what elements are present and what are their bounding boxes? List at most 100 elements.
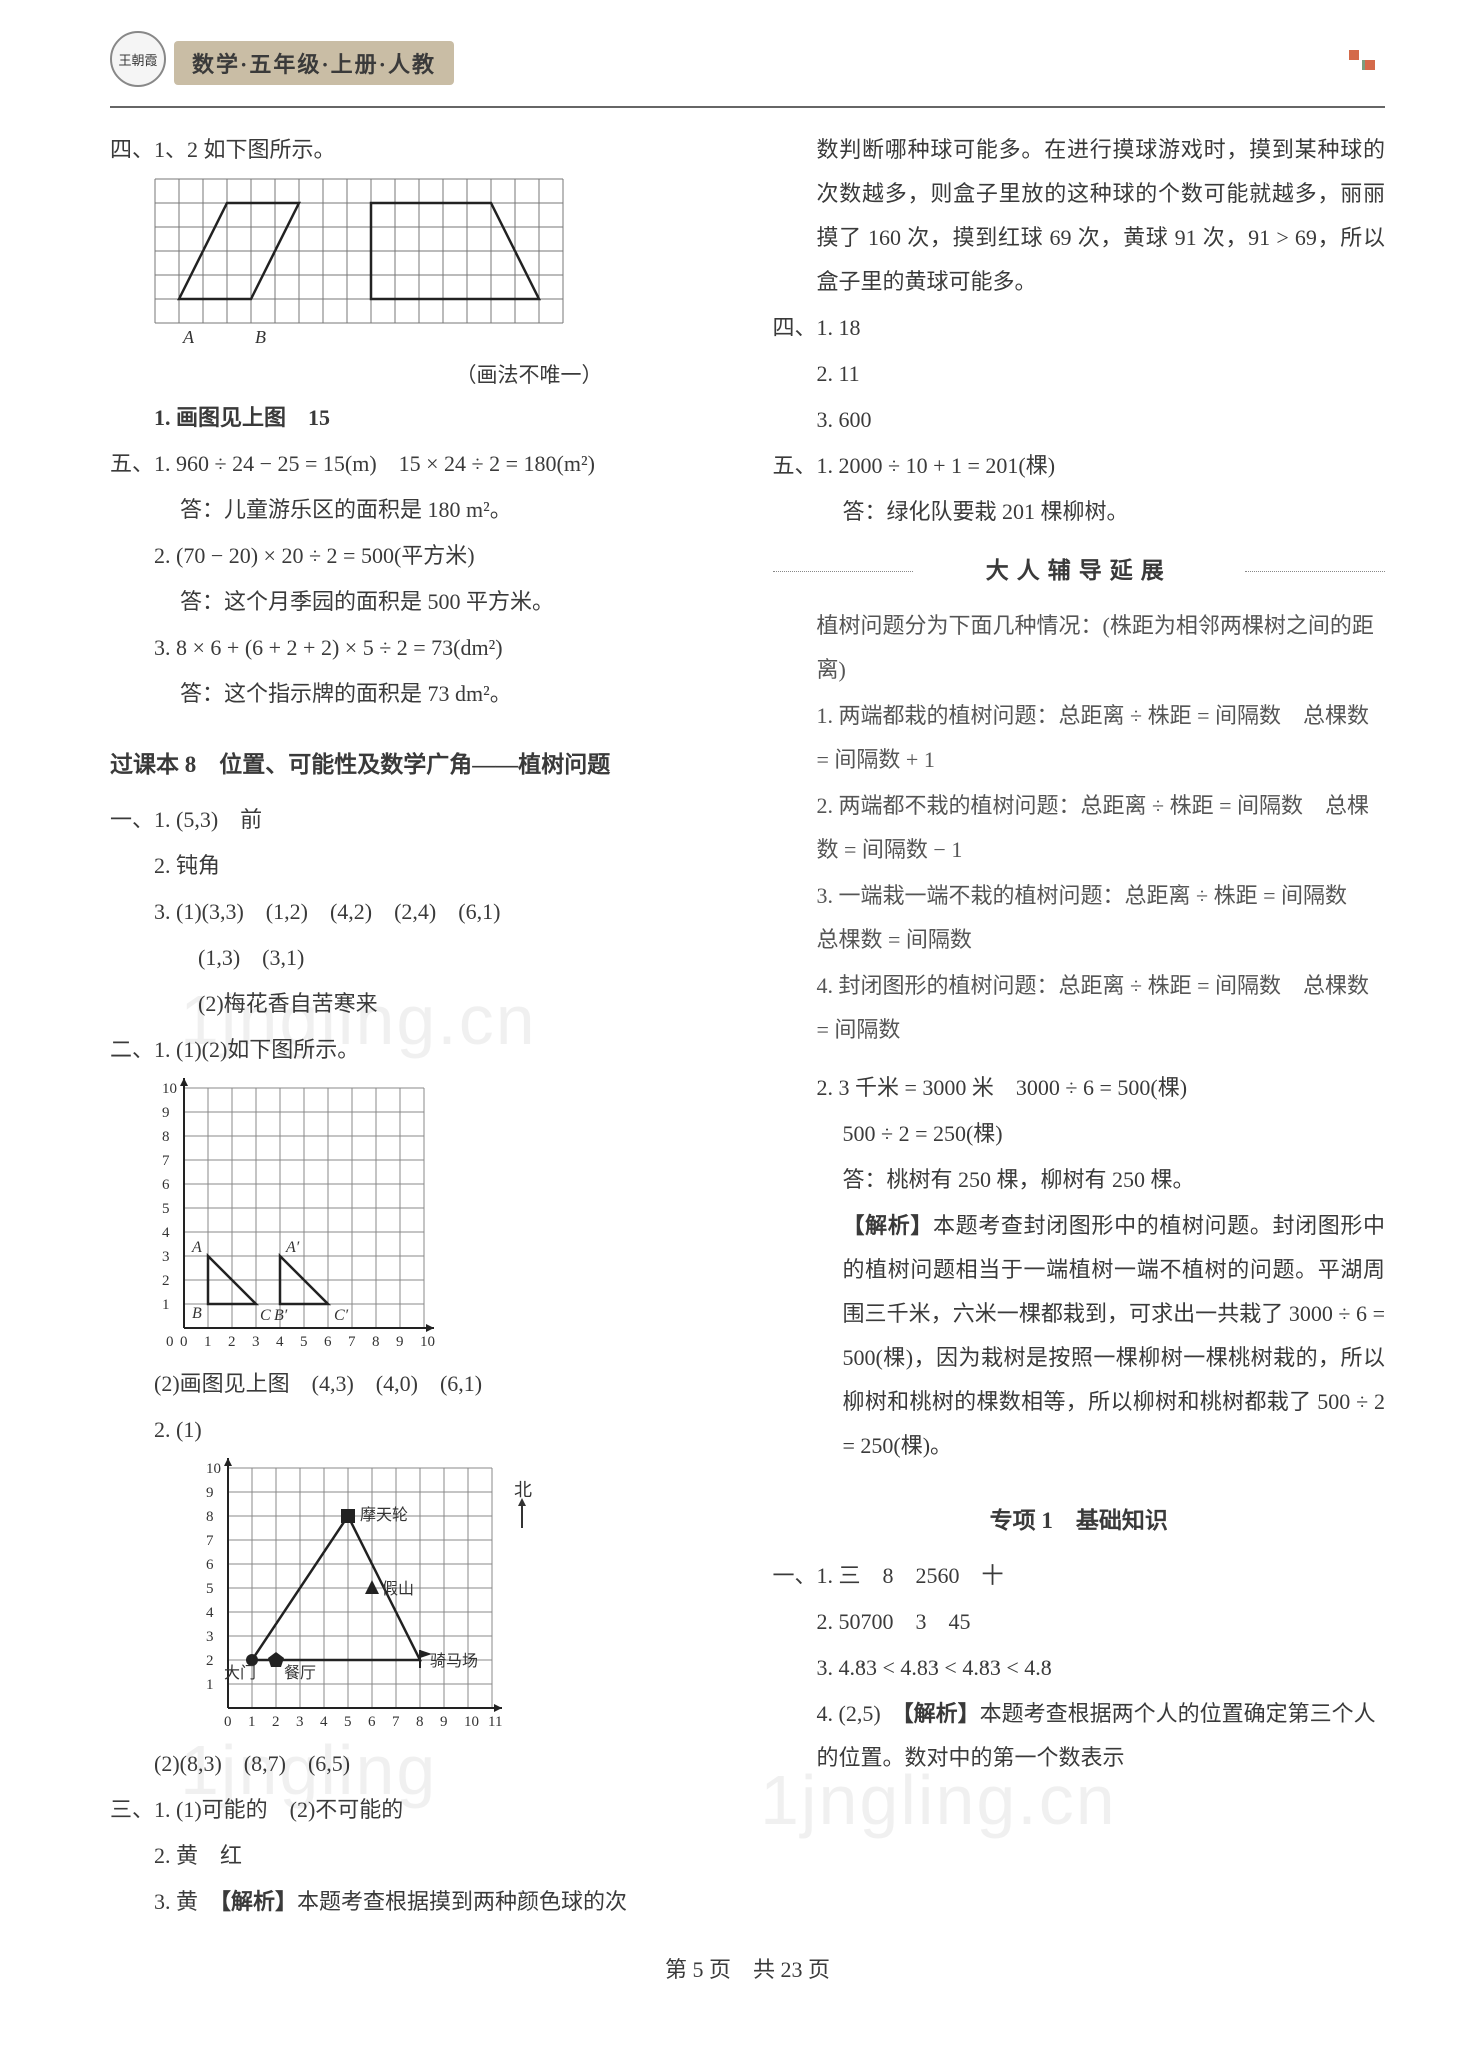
answer-line: (2)画图见上图 (4,3) (4,0) (6,1) <box>110 1362 723 1406</box>
svg-text:餐厅: 餐厅 <box>284 1664 316 1682</box>
answer-line: 2. (1) <box>110 1408 723 1452</box>
answer-text: 3. 黄 <box>154 1889 220 1914</box>
svg-text:2: 2 <box>162 1273 170 1289</box>
svg-text:4: 4 <box>162 1225 170 1241</box>
extension-item: 2. 两端都不栽的植树问题：总距离 ÷ 株距 = 间隔数 总棵数 = 间隔数 −… <box>773 784 1386 872</box>
analysis-text: 本题考查封闭图形中的植树问题。封闭图形中的植树问题相当于一端植树一端不植树的问题… <box>843 1213 1386 1458</box>
figure-2-coordinate-grid: 011223344556677889910100ABCA′B′C′ <box>154 1078 723 1358</box>
answer-text: 4. (2,5) <box>817 1701 903 1726</box>
figure-3-map-grid: 0123456789101112345678910北大门餐厅摩天轮假山骑马场 <box>198 1458 723 1738</box>
svg-text:2: 2 <box>228 1334 236 1350</box>
grid-shapes-svg: AB <box>154 178 564 350</box>
svg-text:2: 2 <box>272 1714 280 1730</box>
svg-text:摩天轮: 摩天轮 <box>360 1506 408 1524</box>
svg-text:5: 5 <box>206 1581 214 1597</box>
answer-line: 五、1. 960 ÷ 24 − 25 = 15(m) 15 × 24 ÷ 2 =… <box>110 442 723 486</box>
svg-text:9: 9 <box>206 1485 214 1501</box>
svg-text:C′: C′ <box>334 1307 349 1324</box>
answer-line: 3. 4.83 < 4.83 < 4.83 < 4.8 <box>773 1646 1386 1690</box>
extension-item: 1. 两端都栽的植树问题：总距离 ÷ 株距 = 间隔数 总棵数 = 间隔数 + … <box>773 694 1386 782</box>
left-column: 四、1、2 如下图所示。 AB （画法不唯一） 1. 画图见上图 15 五、1.… <box>110 128 723 1926</box>
answer-line: 2. 11 <box>773 352 1386 396</box>
answer-line: 一、1. 三 8 2560 十 <box>773 1554 1386 1598</box>
analysis-text: 本题考查根据摸到两种颜色球的次 <box>297 1889 627 1914</box>
svg-text:北: 北 <box>514 1480 532 1500</box>
answer-line: 3. (1)(3,3) (1,2) (4,2) (2,4) (6,1) <box>110 890 723 934</box>
svg-text:B′: B′ <box>274 1307 288 1324</box>
svg-text:6: 6 <box>368 1714 376 1730</box>
answer-line: 答：绿化队要栽 201 棵柳树。 <box>773 490 1386 534</box>
svg-text:A: A <box>182 327 195 347</box>
svg-text:B: B <box>192 1305 202 1322</box>
svg-text:9: 9 <box>162 1105 170 1121</box>
svg-text:8: 8 <box>162 1129 170 1145</box>
svg-text:5: 5 <box>300 1334 308 1350</box>
page-header: 王朝霞 数学·五年级·上册·人教 <box>110 40 1385 86</box>
answer-line: 五、1. 2000 ÷ 10 + 1 = 201(棵) <box>773 444 1386 488</box>
answer-line: 三、1. (1)可能的 (2)不可能的 <box>110 1788 723 1832</box>
svg-text:7: 7 <box>162 1153 170 1169</box>
answer-text: 3. 4.83 < 4.83 < 4.83 < 4.8 <box>817 1655 1052 1680</box>
svg-text:A′: A′ <box>285 1239 300 1256</box>
figure-1-grids: AB <box>154 178 723 350</box>
coordinate-grid-svg: 011223344556677889910100ABCA′B′C′ <box>154 1078 444 1358</box>
svg-text:7: 7 <box>392 1714 400 1730</box>
extension-heading: 大人辅导延展 <box>773 548 1386 594</box>
answer-line: 答：这个月季园的面积是 500 平方米。 <box>110 580 723 624</box>
analysis-label: 【解析】 <box>843 1213 934 1238</box>
book-title: 数学·五年级·上册·人教 <box>174 41 454 85</box>
page-footer: 第 5 页 共 23 页 <box>110 1952 1385 1984</box>
answer-line: 2. 3 千米 = 3000 米 3000 ÷ 6 = 500(棵) <box>773 1066 1386 1110</box>
answer-line: (1,3) (3,1) <box>110 936 723 980</box>
answer-line: 4. (2,5) 【解析】本题考查根据两个人的位置确定第三个人的位置。数对中的第… <box>773 1692 1386 1780</box>
answer-line: 2. (70 − 20) × 20 ÷ 2 = 500(平方米) <box>110 534 723 578</box>
svg-text:6: 6 <box>206 1557 214 1573</box>
analysis-label: 【解析】 <box>220 1889 297 1914</box>
answer-line: (2)梅花香自苦寒来 <box>110 982 723 1026</box>
svg-text:0: 0 <box>224 1714 232 1730</box>
analysis-continuation: 数判断哪种球可能多。在进行摸球游戏时，摸到某种球的次数越多，则盒子里放的这种球的… <box>773 128 1386 304</box>
svg-text:10: 10 <box>420 1334 435 1350</box>
svg-text:9: 9 <box>440 1714 448 1730</box>
dot-icon <box>1365 60 1375 70</box>
svg-text:6: 6 <box>324 1334 332 1350</box>
badge-text: 王朝霞 <box>118 50 157 69</box>
right-column: 数判断哪种球可能多。在进行摸球游戏时，摸到某种球的次数越多，则盒子里放的这种球的… <box>773 128 1386 1926</box>
svg-text:11: 11 <box>488 1714 502 1730</box>
answer-line: 答：桃树有 250 棵，柳树有 250 棵。 <box>773 1158 1386 1202</box>
svg-text:3: 3 <box>296 1714 304 1730</box>
svg-text:6: 6 <box>162 1177 170 1193</box>
svg-text:1: 1 <box>248 1714 256 1730</box>
two-column-layout: 四、1、2 如下图所示。 AB （画法不唯一） 1. 画图见上图 15 五、1.… <box>110 128 1385 1926</box>
answer-line: 2. 黄 红 <box>110 1834 723 1878</box>
svg-text:7: 7 <box>206 1533 214 1549</box>
extension-item: 3. 一端栽一端不栽的植树问题：总距离 ÷ 株距 = 间隔数 总棵数 = 间隔数 <box>773 874 1386 962</box>
label-text: 2. (1) <box>154 1417 202 1442</box>
answer-line: 答：儿童游乐区的面积是 180 m²。 <box>110 488 723 532</box>
svg-text:1: 1 <box>206 1677 214 1693</box>
svg-text:4: 4 <box>206 1605 214 1621</box>
svg-text:骑马场: 骑马场 <box>430 1652 478 1670</box>
lesson-8-title: 过课本 8 位置、可能性及数学广角——植树问题 <box>110 742 723 788</box>
svg-text:3: 3 <box>252 1334 260 1350</box>
svg-text:假山: 假山 <box>382 1580 414 1598</box>
svg-text:0: 0 <box>180 1334 188 1350</box>
svg-text:4: 4 <box>320 1714 328 1730</box>
answer-line: (2)(8,3) (8,7) (6,5) <box>110 1742 723 1786</box>
answer-line: 500 ÷ 2 = 250(棵) <box>773 1112 1386 1156</box>
extension-item: 4. 封闭图形的植树问题：总距离 ÷ 株距 = 间隔数 总棵数 = 间隔数 <box>773 964 1386 1052</box>
svg-text:A: A <box>191 1239 202 1256</box>
figure-1-caption: （画法不唯一） <box>110 354 723 396</box>
answer-line: 一、1. (5,3) 前 <box>110 798 723 842</box>
svg-text:2: 2 <box>206 1653 214 1669</box>
answer-line: 3. 8 × 6 + (6 + 2 + 2) × 5 ÷ 2 = 73(dm²) <box>110 626 723 670</box>
svg-text:10: 10 <box>206 1461 221 1477</box>
header-rule <box>110 106 1385 108</box>
svg-text:10: 10 <box>464 1714 479 1730</box>
svg-text:0: 0 <box>166 1334 174 1350</box>
extension-intro: 植树问题分为下面几种情况：(株距为相邻两棵树之间的距离) <box>773 604 1386 692</box>
answer-line: 1. 画图见上图 15 <box>110 396 723 440</box>
svg-text:1: 1 <box>162 1297 170 1313</box>
dot-icon <box>1349 50 1359 60</box>
svg-text:B: B <box>255 327 266 347</box>
